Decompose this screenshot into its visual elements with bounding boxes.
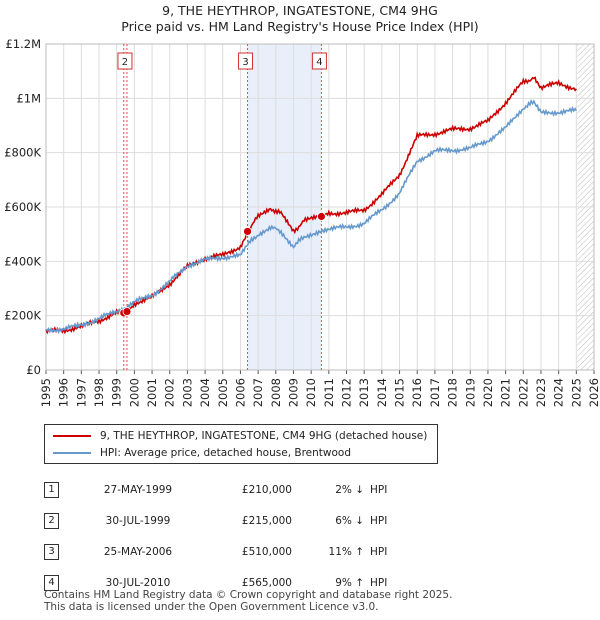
x-tick-label: 2001 xyxy=(145,378,159,407)
chart-subtitle: Price paid vs. HM Land Registry's House … xyxy=(121,19,479,34)
sale-hpi-diff: 6% ↓ xyxy=(335,514,364,527)
x-tick-label: 2002 xyxy=(163,378,177,407)
x-tick-label: 2008 xyxy=(269,378,283,407)
sale-hpi-diff: 11% ↑ xyxy=(328,545,364,558)
table-row: 4 30-JUL-2010 £565,000 9% ↑ HPI xyxy=(44,567,430,598)
x-tick-label: 2012 xyxy=(340,378,354,407)
x-tick-label: 2019 xyxy=(463,378,477,407)
legend-label-property: 9, THE HEYTHROP, INGATESTONE, CM4 9HG (d… xyxy=(100,430,428,442)
x-tick-label: 2024 xyxy=(552,378,566,407)
legend: 9, THE HEYTHROP, INGATESTONE, CM4 9HG (d… xyxy=(44,424,438,464)
x-tick-label: 2000 xyxy=(127,378,141,407)
sale-hpi-label: HPI xyxy=(370,514,388,527)
x-tick-label: 2020 xyxy=(481,378,495,407)
sales-table: 1 27-MAY-1999 £210,000 2% ↓ HPI 2 30-JUL… xyxy=(44,474,430,598)
x-tick-label: 2006 xyxy=(233,378,247,407)
chart-label-box-3 xyxy=(238,52,254,70)
chart-label-box-2 xyxy=(117,52,133,70)
sale-point-3 xyxy=(243,227,252,236)
legend-label-hpi: HPI: Average price, detached house, Bren… xyxy=(100,447,351,459)
sale-date: 30-JUL-2010 xyxy=(105,576,171,589)
x-tick-label: 1996 xyxy=(57,378,71,407)
x-tick-label: 2023 xyxy=(534,378,548,407)
table-row: 1 27-MAY-1999 £210,000 2% ↓ HPI xyxy=(44,474,430,505)
chart-label-2: 2 xyxy=(122,57,128,68)
sale-hpi-label: HPI xyxy=(370,576,388,589)
x-tick-label: 2021 xyxy=(499,378,513,407)
x-tick-label: 2013 xyxy=(357,378,371,407)
footer-licence: This data is licensed under the Open Gov… xyxy=(44,601,379,613)
sale-point-4 xyxy=(317,212,326,221)
sale-marker-badge: 4 xyxy=(44,574,59,591)
x-tick-label: 1999 xyxy=(110,378,124,407)
x-tick-label: 2004 xyxy=(198,378,212,407)
x-tick-label: 2007 xyxy=(251,378,265,407)
x-tick-label: 1997 xyxy=(74,378,88,407)
series-line-hpi xyxy=(45,98,577,335)
chart-label-3: 3 xyxy=(242,57,248,68)
x-tick-label: 2010 xyxy=(304,378,318,407)
sale-hpi-label: HPI xyxy=(370,483,388,496)
table-row: 2 30-JUL-1999 £215,000 6% ↓ HPI xyxy=(44,505,430,536)
y-tick-label: £800K xyxy=(4,146,41,160)
y-tick-label: £0 xyxy=(26,363,41,377)
x-tick-label: 2015 xyxy=(393,378,407,407)
sale-hpi-diff: 9% ↑ xyxy=(335,576,364,589)
sale-price: £215,000 xyxy=(241,514,292,527)
x-tick-label: 2018 xyxy=(446,378,460,407)
chart-label-4: 4 xyxy=(316,57,322,68)
y-tick-label: £600K xyxy=(4,200,41,214)
y-tick-label: £1.2M xyxy=(5,37,41,51)
plot-frame xyxy=(45,43,595,371)
legend-swatch-blue xyxy=(53,452,91,454)
sale-price: £210,000 xyxy=(241,483,292,496)
chart-title: 9, THE HEYTHROP, INGATESTONE, CM4 9HG xyxy=(162,3,438,18)
x-tick-label: 2014 xyxy=(375,378,389,407)
sale-price: £565,000 xyxy=(241,576,292,589)
x-tick-label: 2022 xyxy=(516,378,530,407)
x-tick-label: 2025 xyxy=(569,378,583,407)
sale-marker-badge: 3 xyxy=(44,543,59,560)
sale-hpi-diff: 2% ↓ xyxy=(335,483,364,496)
y-tick-label: £400K xyxy=(4,254,41,268)
sale-price: £510,000 xyxy=(241,545,292,558)
sale-date: 30-JUL-1999 xyxy=(105,514,171,527)
y-tick-label: £1M xyxy=(16,91,41,105)
sale-date: 25-MAY-2006 xyxy=(103,545,173,558)
y-tick-label: £200K xyxy=(4,309,41,323)
x-tick-label: 1998 xyxy=(92,378,106,407)
x-tick-label: 2009 xyxy=(286,378,300,407)
footer-copyright: Contains HM Land Registry data © Crown c… xyxy=(44,589,453,601)
x-tick-label: 2016 xyxy=(410,378,424,407)
sale-marker-badge: 1 xyxy=(44,481,59,498)
legend-swatch-red xyxy=(53,435,91,437)
sale-hpi-label: HPI xyxy=(370,545,388,558)
x-tick-label: 2017 xyxy=(428,378,442,407)
x-tick-label: 1995 xyxy=(39,378,53,407)
sale-marker-badge: 2 xyxy=(44,512,59,529)
table-row: 3 25-MAY-2006 £510,000 11% ↑ HPI xyxy=(44,536,430,567)
sale-point-2 xyxy=(122,307,132,316)
sale-date: 27-MAY-1999 xyxy=(103,483,173,496)
x-tick-label: 2005 xyxy=(216,378,230,407)
legend-item-hpi: HPI: Average price, detached house, Bren… xyxy=(53,445,351,461)
x-tick-label: 2011 xyxy=(322,378,336,407)
legend-item-property: 9, THE HEYTHROP, INGATESTONE, CM4 9HG (d… xyxy=(53,428,427,444)
x-tick-label: 2003 xyxy=(180,378,194,407)
x-tick-label: 2026 xyxy=(587,378,600,407)
chart-label-box-4 xyxy=(311,52,327,70)
series-line-property xyxy=(45,76,577,335)
